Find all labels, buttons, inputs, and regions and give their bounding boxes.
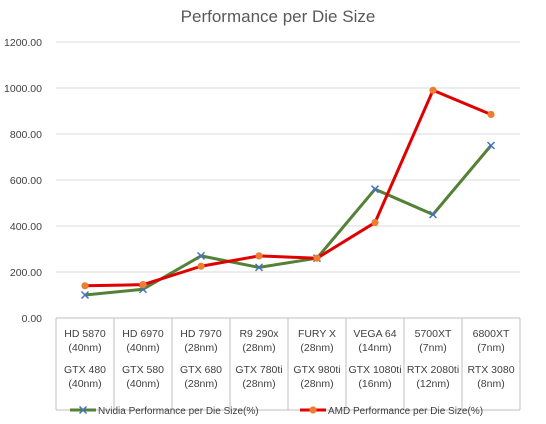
category-label: (28nm) <box>242 342 275 354</box>
y-tick-label: 600.00 <box>10 175 42 187</box>
category-label: GTX 680 <box>180 364 222 376</box>
category-label: GTX 1080ti <box>348 364 401 376</box>
category-label: (40nm) <box>126 378 159 390</box>
category-label: (40nm) <box>68 378 101 390</box>
y-tick-label: 1000.00 <box>4 83 42 95</box>
category-label: (14nm) <box>358 342 391 354</box>
category-label: GTX 980ti <box>293 364 340 376</box>
chart-title: Performance per Die Size <box>181 7 376 26</box>
category-label: (7nm) <box>477 342 504 354</box>
category-label: HD 6970 <box>122 328 164 340</box>
category-label: FURY X <box>298 328 336 340</box>
category-label: (16nm) <box>358 378 391 390</box>
y-tick-label: 400.00 <box>10 221 42 233</box>
category-label: (28nm) <box>242 378 275 390</box>
y-tick-label: 0.00 <box>22 313 43 325</box>
category-label: VEGA 64 <box>353 328 396 340</box>
legend-label: AMD Performance per Die Size(%) <box>328 406 483 417</box>
data-point <box>486 141 496 150</box>
data-point <box>313 254 321 262</box>
data-point <box>255 252 263 260</box>
category-label: GTX 780ti <box>235 364 282 376</box>
category-label: RTX 3080 <box>467 364 514 376</box>
category-label: (40nm) <box>126 342 159 354</box>
data-point <box>196 251 206 260</box>
category-label: (12nm) <box>416 378 449 390</box>
data-point <box>254 263 264 272</box>
series-line <box>84 88 492 288</box>
legend-item: Nvidia Performance per Die Size(%) <box>70 405 259 417</box>
data-point <box>139 281 147 289</box>
category-label: (28nm) <box>184 378 217 390</box>
category-label: (28nm) <box>184 342 217 354</box>
data-point <box>370 185 380 194</box>
legend-item: AMD Performance per Die Size(%) <box>300 406 483 417</box>
legend-marker <box>78 405 88 415</box>
category-label: GTX 580 <box>122 364 164 376</box>
category-label: (7nm) <box>419 342 446 354</box>
y-tick-label: 1200.00 <box>4 37 42 49</box>
y-tick-label: 800.00 <box>10 129 42 141</box>
data-point <box>371 218 379 227</box>
category-label: 5700XT <box>415 328 452 340</box>
category-label: (8nm) <box>477 378 504 390</box>
category-label: HD 7970 <box>180 328 222 340</box>
data-series <box>80 86 496 300</box>
legend-marker <box>309 406 317 414</box>
data-point <box>429 86 437 94</box>
data-point <box>81 282 89 290</box>
category-label: (28nm) <box>300 342 333 354</box>
data-point <box>80 290 90 300</box>
category-label: HD 5870 <box>64 328 106 340</box>
y-axis-tick-labels: 0.00 200.00 400.00 600.00 800.00 1000.00 1200.… <box>4 37 42 325</box>
series-line <box>84 144 493 297</box>
gridlines <box>56 41 520 273</box>
legend: Nvidia Performance per Die Size(%) AMD Pe… <box>70 405 483 417</box>
category-label: (28nm) <box>300 378 333 390</box>
y-tick-label: 200.00 <box>10 267 42 279</box>
series-amd <box>81 86 495 290</box>
data-point <box>428 210 438 219</box>
category-label: 6800XT <box>473 328 510 340</box>
series-nvidia <box>80 141 496 300</box>
data-point <box>197 262 205 270</box>
category-label: RTX 2080ti <box>407 364 459 376</box>
category-axis: HD 5870 (40nm) GTX 480 (40nm) HD 6970 (40nm) G… <box>55 317 521 411</box>
data-point <box>487 110 495 119</box>
category-label: GTX 480 <box>64 364 106 376</box>
legend-label: Nvidia Performance per Die Size(%) <box>98 406 259 417</box>
category-label: R9 290x <box>239 328 279 340</box>
category-label: (40nm) <box>68 342 101 354</box>
